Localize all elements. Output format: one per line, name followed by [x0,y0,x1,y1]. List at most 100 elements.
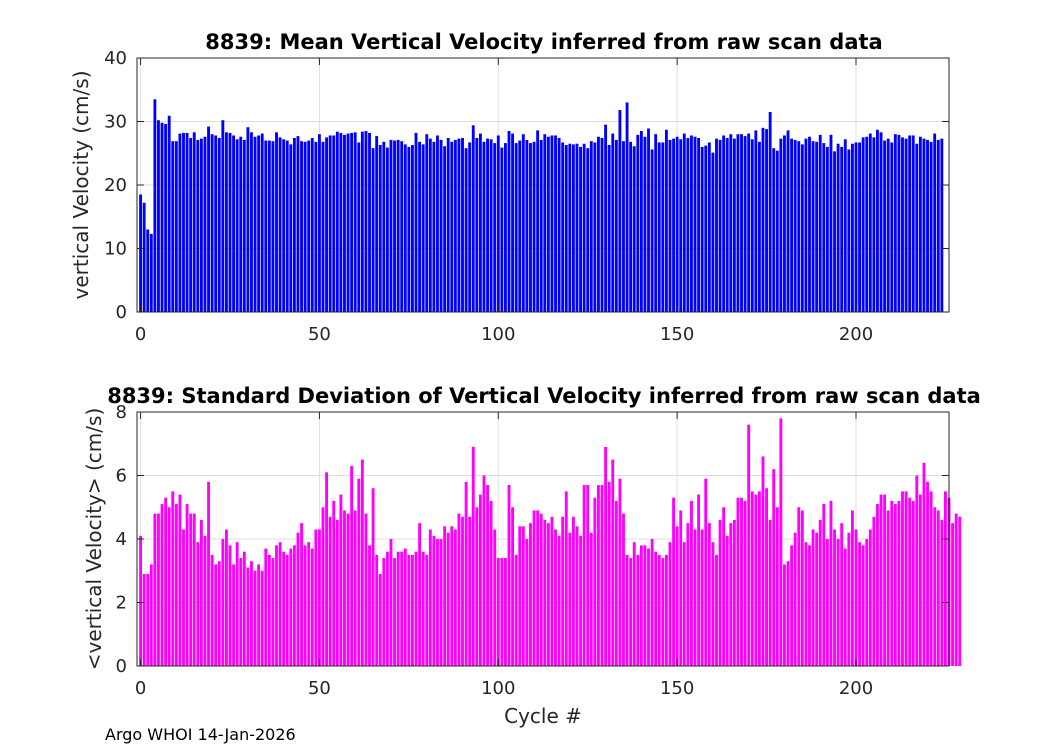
mean-bar [904,138,908,312]
mean-bar [389,139,393,312]
std-bar [328,516,332,666]
mean-bar [217,138,221,312]
mean-bar [614,139,618,312]
std-bar [954,513,958,666]
std-bar [893,504,897,666]
mean-bar [564,144,568,312]
std-bar [865,539,869,666]
mean-bar [457,138,461,312]
std-bar [700,529,704,666]
std-bar [729,523,733,666]
std-bar [282,551,286,666]
mean-bar [850,143,854,312]
std-bar [879,494,883,666]
std-bar [536,510,540,666]
std-bar [951,523,955,666]
mean-bar [843,139,847,312]
mean-bar [461,138,464,312]
std-bar [765,488,768,666]
mean-xtick-label: 0 [135,324,146,345]
std-bar [682,542,686,666]
mean-bar [364,131,368,312]
mean-bar [804,138,808,312]
mean-chart-title: 8839: Mean Vertical Velocity inferred fr… [205,30,882,54]
mean-bar [654,134,658,312]
mean-bar [607,144,611,312]
mean-bar [772,148,776,312]
mean-bar [840,146,844,312]
mean-bar [475,138,479,312]
std-bar [511,507,515,666]
std-bar [493,529,497,666]
mean-bar [353,132,357,312]
std-bar [343,510,346,666]
std-bar [314,529,318,666]
std-ytick-label: 0 [116,656,127,677]
mean-bar [704,145,708,312]
mean-bar [611,133,615,312]
mean-bar [750,139,754,312]
mean-bar [901,137,904,312]
mean-bar [661,142,665,312]
mean-bar [861,137,865,312]
std-bar [718,519,722,666]
mean-chart-ylabel: vertical Velocity (cm/s) [69,71,93,300]
std-xtick-label: 150 [660,678,694,699]
std-bar [725,535,729,666]
mean-bar [157,120,160,312]
std-bar [500,558,504,666]
std-bar [182,529,185,666]
std-bar [300,523,303,666]
std-bar [704,478,708,666]
mean-bar [829,134,833,312]
std-bar [629,558,633,666]
std-bar [679,510,683,666]
mean-bar [328,135,332,312]
std-bar [890,500,894,666]
std-bar [901,491,904,666]
std-bar [436,539,439,666]
std-bar [310,548,314,666]
mean-bar [411,144,414,312]
mean-bar [335,131,339,312]
mean-bar [250,132,253,312]
std-bar [139,535,143,666]
std-bar [364,513,368,666]
std-bar [625,554,629,666]
mean-bar [414,132,418,312]
x-axis-label: Cycle # [504,704,582,728]
std-bar [228,545,232,666]
mean-bar [375,136,379,312]
mean-bar [629,141,633,312]
std-bar [518,526,522,666]
mean-bar [836,143,840,312]
std-bar [654,551,658,666]
std-bar [142,573,146,666]
mean-bar [593,142,597,312]
std-bar [586,485,590,666]
std-bar [833,529,836,666]
mean-bar [425,134,429,312]
std-bar [171,491,175,666]
std-bar [385,551,389,666]
mean-bar [228,132,232,312]
mean-bar [307,140,311,312]
mean-bar [786,130,790,312]
std-bar [439,539,443,666]
std-bar [285,554,289,666]
std-ytick-label: 6 [116,466,127,487]
std-bar [675,526,679,666]
mean-bar [539,139,543,312]
mean-bar [600,138,604,312]
std-bar [235,542,239,666]
mean-bar [521,134,525,312]
std-bar [239,558,243,666]
mean-bar [142,202,146,312]
std-bar [393,558,396,666]
std-xtick-label: 50 [308,678,331,699]
mean-bar [171,141,175,312]
std-bar [471,446,475,666]
std-bar [221,539,225,666]
std-ytick-label: 2 [116,593,127,614]
std-bar [886,510,890,666]
